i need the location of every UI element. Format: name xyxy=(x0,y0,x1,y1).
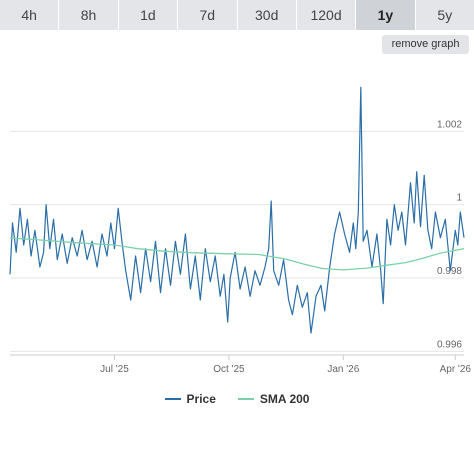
price-chart: 0.996 0.998 1 1.002 Jul '25 Oct '25 Jan '26 Apr… xyxy=(9,86,472,375)
sma-200-line xyxy=(9,237,465,271)
chart-legend: Price SMA 200 xyxy=(0,392,474,406)
legend-item-price[interactable]: Price xyxy=(164,392,216,406)
tab-7d[interactable]: 7d xyxy=(178,0,237,30)
tab-8h[interactable]: 8h xyxy=(59,0,118,30)
x-tick-label: Jul '25 xyxy=(100,364,129,375)
y-tick-label: 1 xyxy=(456,193,462,204)
tab-1d[interactable]: 1d xyxy=(118,0,178,30)
tab-30d[interactable]: 30d xyxy=(237,0,296,30)
y-tick-label: 0.996 xyxy=(437,339,462,350)
legend-label: Price xyxy=(186,392,216,406)
x-tick-label: Apr '26 xyxy=(440,364,472,375)
tab-5y[interactable]: 5y xyxy=(415,0,474,30)
x-tick-label: Oct '25 xyxy=(213,364,245,375)
y-tick-label: 0.998 xyxy=(437,266,462,277)
y-tick-label: 1.002 xyxy=(437,119,462,130)
x-tick-label: Jan '26 xyxy=(327,364,359,375)
legend-item-sma-200[interactable]: SMA 200 xyxy=(237,392,310,406)
tab-4h[interactable]: 4h xyxy=(0,0,59,30)
legend-label: SMA 200 xyxy=(259,392,310,406)
remove-graph-button[interactable]: remove graph xyxy=(382,35,469,54)
legend-swatch xyxy=(164,398,181,400)
range-tabs: 4h 8h 1d 7d 30d 120d 1y 5y xyxy=(0,0,474,30)
tab-1y[interactable]: 1y xyxy=(356,0,415,30)
legend-swatch xyxy=(237,398,254,400)
price-line xyxy=(9,86,465,334)
tab-120d[interactable]: 120d xyxy=(296,0,356,30)
